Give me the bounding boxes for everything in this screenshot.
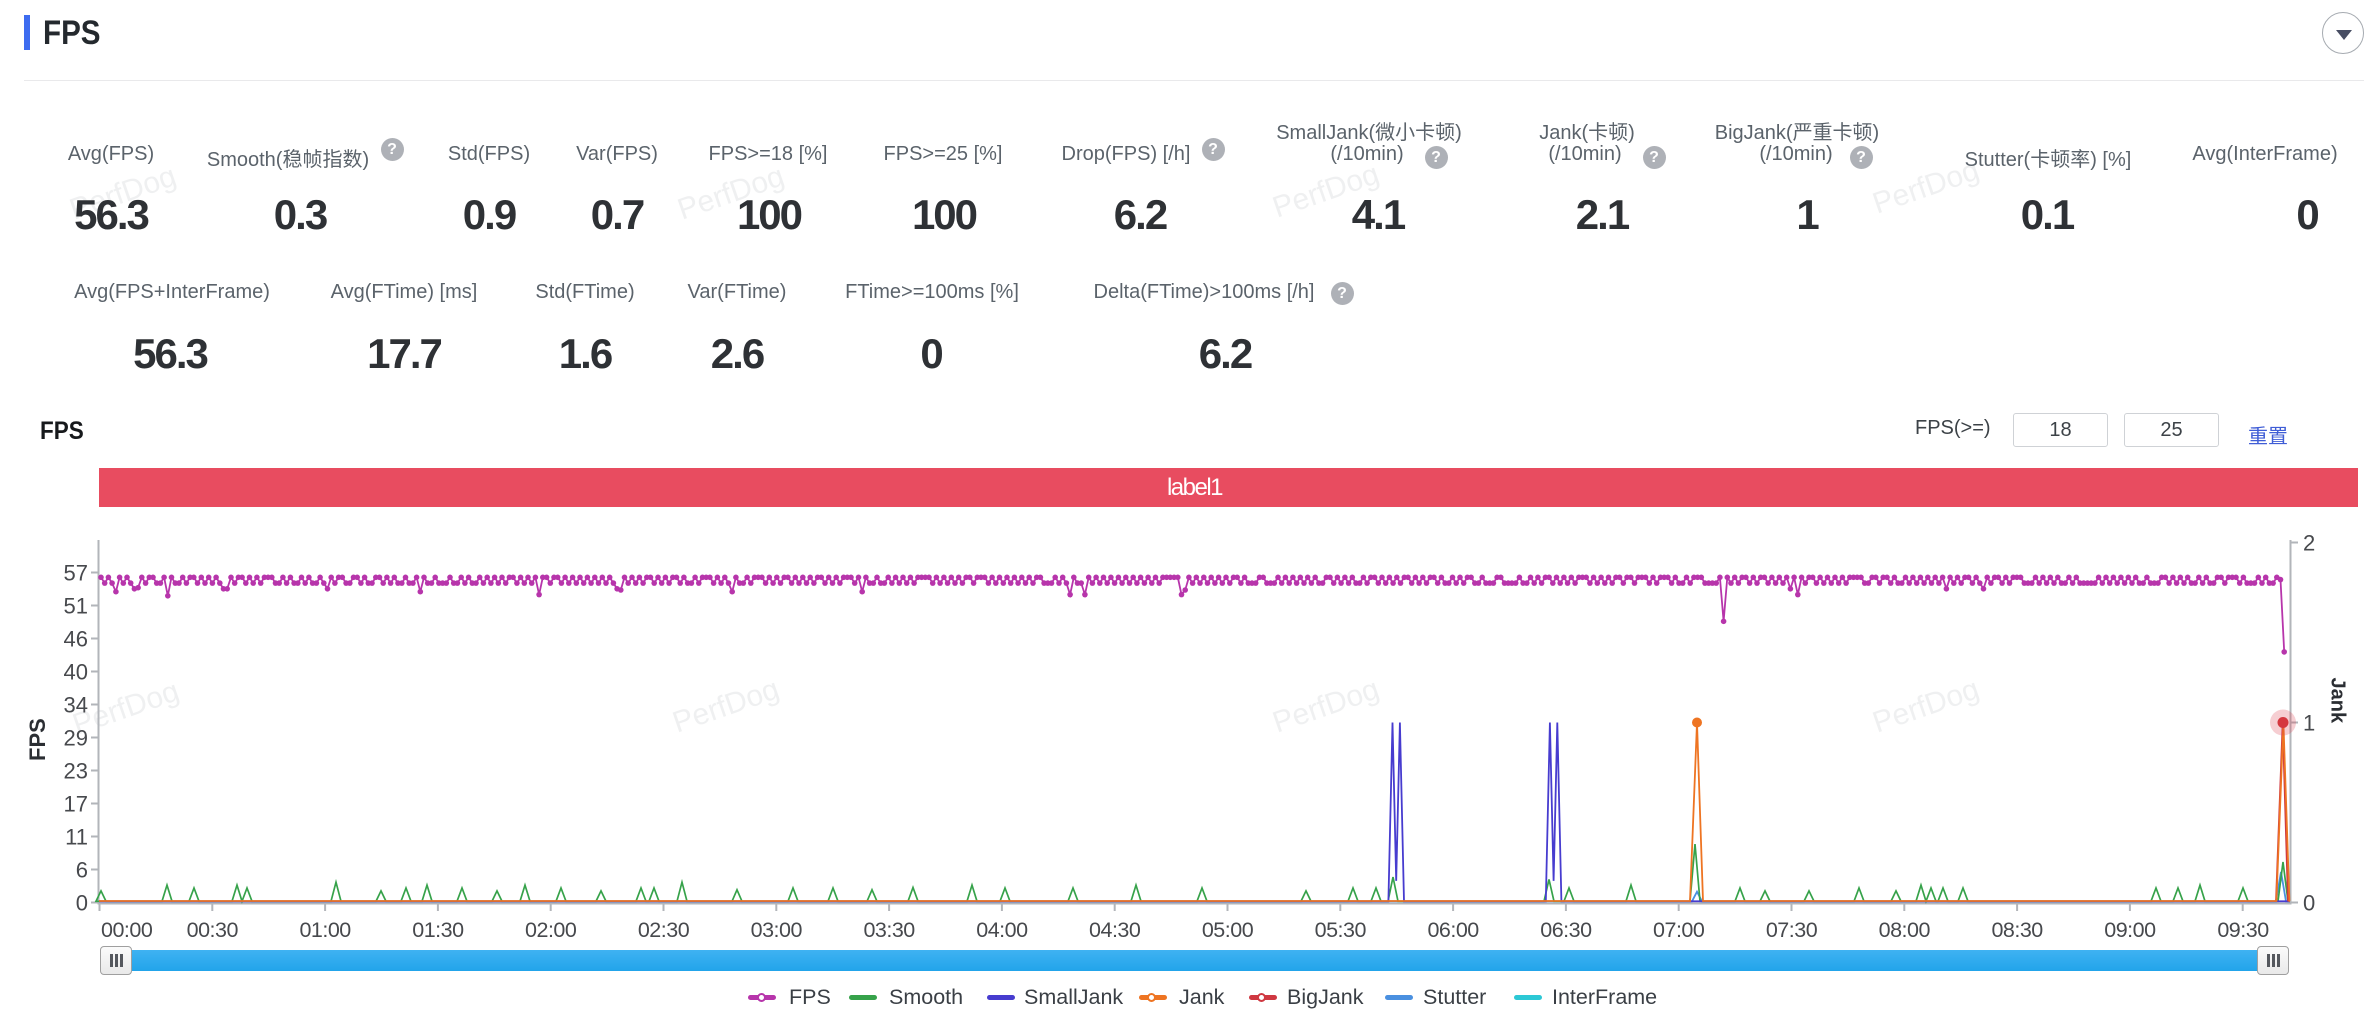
svg-text:08:30: 08:30: [1991, 918, 2043, 942]
svg-text:00:00: 00:00: [101, 918, 153, 942]
svg-text:6: 6: [76, 858, 88, 883]
svg-text:0: 0: [76, 891, 88, 916]
svg-text:17: 17: [64, 792, 88, 817]
svg-text:23: 23: [64, 759, 88, 784]
svg-text:09:30: 09:30: [2217, 918, 2269, 942]
svg-text:11: 11: [65, 825, 88, 850]
svg-text:46: 46: [64, 627, 88, 652]
svg-text:02:30: 02:30: [638, 918, 690, 942]
svg-text:04:30: 04:30: [1089, 918, 1141, 942]
svg-text:06:00: 06:00: [1427, 918, 1479, 942]
svg-text:04:00: 04:00: [976, 918, 1028, 942]
svg-text:02:00: 02:00: [525, 918, 577, 942]
svg-text:01:00: 01:00: [299, 918, 351, 942]
svg-text:06:30: 06:30: [1540, 918, 1592, 942]
svg-text:07:00: 07:00: [1653, 918, 1705, 942]
svg-text:29: 29: [64, 726, 88, 751]
svg-text:1: 1: [2303, 711, 2315, 736]
svg-text:08:00: 08:00: [1879, 918, 1931, 942]
svg-text:0: 0: [2303, 891, 2315, 916]
svg-text:03:30: 03:30: [863, 918, 915, 942]
svg-text:00:30: 00:30: [187, 918, 239, 942]
svg-text:2: 2: [2303, 531, 2315, 556]
svg-text:07:30: 07:30: [1766, 918, 1818, 942]
svg-text:51: 51: [64, 594, 88, 619]
svg-text:01:30: 01:30: [412, 918, 464, 942]
svg-text:09:00: 09:00: [2104, 918, 2156, 942]
svg-text:05:00: 05:00: [1202, 918, 1254, 942]
svg-text:34: 34: [64, 693, 88, 718]
svg-text:03:00: 03:00: [751, 918, 803, 942]
svg-text:57: 57: [64, 561, 88, 586]
svg-text:05:30: 05:30: [1315, 918, 1367, 942]
svg-text:40: 40: [64, 660, 88, 685]
